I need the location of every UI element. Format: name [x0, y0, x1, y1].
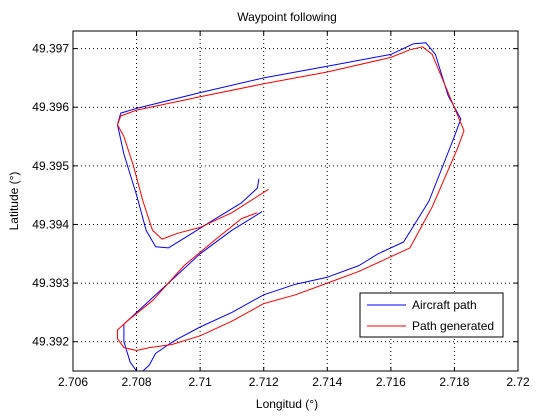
x-tick-label: 2.72: [506, 375, 530, 389]
series-line-path-generated: [117, 46, 465, 351]
x-tick-label: 2.71: [188, 375, 212, 389]
x-tick-label: 2.712: [249, 375, 279, 389]
y-tick-label: 49.395: [32, 159, 69, 173]
ticks: 2.706 2.708 2.71 2.712 2.714 2.716 2.718 2.72 49…: [32, 31, 530, 389]
legend-label-aircraft-path: Aircraft path: [412, 298, 477, 312]
y-tick-label: 49.396: [32, 100, 69, 114]
legend-label-path-generated: Path generated: [412, 319, 494, 333]
axes-box: [72, 30, 519, 372]
x-tick-label: 2.708: [122, 375, 152, 389]
grid: [73, 31, 518, 371]
x-axis-label: Longitud (°): [256, 397, 318, 411]
legend: Aircraft path Path generated: [359, 292, 504, 338]
y-tick-label: 49.392: [32, 335, 69, 349]
x-tick-label: 2.706: [58, 375, 88, 389]
y-tick-label: 49.394: [32, 217, 69, 231]
y-axis-label: Latitude (°): [7, 172, 21, 231]
chart-title: Waypoint following: [237, 10, 337, 24]
y-tick-label: 49.393: [32, 276, 69, 290]
x-tick-label: 2.714: [312, 375, 342, 389]
series-layer: [117, 42, 465, 371]
y-tick-label: 49.397: [32, 42, 69, 56]
legend-box: [359, 292, 504, 338]
x-tick-label: 2.716: [376, 375, 406, 389]
series-line-aircraft-path: [117, 42, 462, 371]
x-tick-label: 2.718: [439, 375, 469, 389]
